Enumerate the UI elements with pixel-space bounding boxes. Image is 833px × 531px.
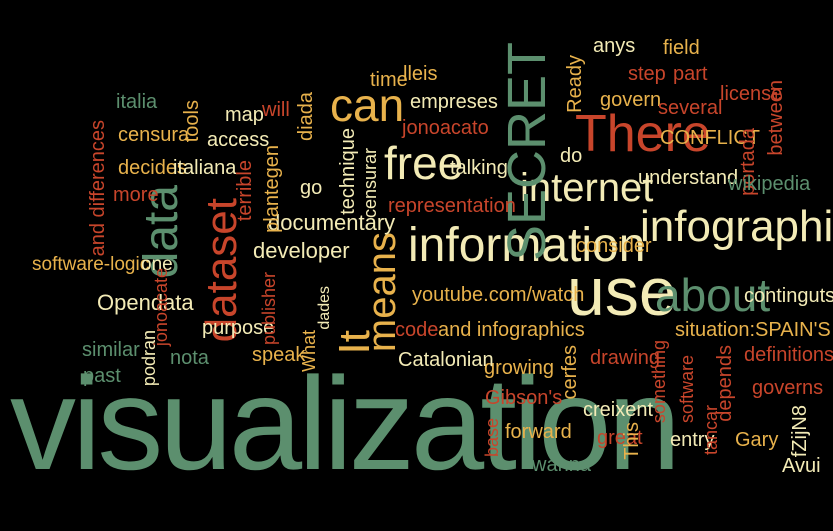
cloud-word: past	[83, 365, 121, 387]
cloud-word: free	[384, 137, 464, 189]
cloud-word: plantegen	[261, 145, 283, 233]
cloud-word: part	[673, 63, 708, 85]
cloud-word: lleis	[403, 63, 438, 85]
cloud-word: Opendata	[97, 290, 194, 315]
cloud-word: nota	[170, 347, 209, 369]
cloud-word: italia	[116, 91, 158, 113]
cloud-word: understand	[638, 167, 739, 189]
cloud-word: growing	[484, 357, 555, 379]
cloud-word: great	[597, 427, 643, 449]
cloud-word: This	[621, 422, 643, 460]
cloud-word: Avui	[782, 455, 821, 477]
cloud-word: anys	[593, 35, 636, 57]
cloud-word: documentary	[268, 210, 396, 235]
cloud-word: time	[370, 69, 408, 91]
cloud-word: license	[720, 83, 783, 105]
cloud-word: several	[658, 97, 723, 119]
cloud-word: definitions	[744, 344, 833, 366]
cloud-word: Ready	[564, 55, 586, 113]
cloud-word: go	[300, 177, 323, 199]
cloud-word: situation:SPAIN'S	[675, 319, 831, 341]
cloud-word: internet	[520, 166, 654, 210]
cloud-word: use	[567, 254, 677, 330]
cloud-word: about	[655, 269, 771, 321]
cloud-word: SECRET	[497, 42, 557, 262]
cloud-word: wanna	[532, 454, 591, 476]
cloud-word: base	[482, 418, 502, 458]
cloud-word: similar	[82, 339, 140, 361]
cloud-word: developer	[253, 238, 350, 263]
cloud-word: cerfes	[559, 345, 581, 400]
cloud-word: forward	[505, 421, 572, 443]
cloud-word: jonoacate	[151, 268, 171, 347]
cloud-word: step	[628, 63, 666, 85]
cloud-word: entry	[670, 429, 715, 451]
cloud-word: continguts	[744, 285, 833, 307]
cloud-word: infographics	[640, 202, 833, 251]
cloud-word: fZijN8	[789, 405, 811, 458]
cloud-word: There	[575, 105, 711, 163]
cloud-word: dades	[316, 286, 333, 330]
cloud-word: What	[299, 330, 319, 373]
cloud-word: will	[262, 99, 290, 121]
cloud-word: censurar	[360, 148, 380, 219]
cloud-word: tools	[181, 100, 203, 143]
cloud-word: publisher	[259, 272, 279, 346]
cloud-word: and infographics	[438, 319, 585, 341]
cloud-word: drawing	[590, 347, 661, 369]
cloud-word: can	[330, 79, 405, 131]
cloud-word: code	[395, 319, 439, 341]
cloud-word: visualization	[10, 350, 681, 497]
cloud-word: map	[225, 104, 264, 126]
cloud-word: technique	[337, 128, 359, 215]
cloud-word: jonoacato	[402, 117, 489, 139]
cloud-word: CONFLICT	[660, 127, 760, 149]
cloud-word: do	[560, 145, 583, 167]
cloud-word: talking	[450, 157, 508, 179]
cloud-word: one	[141, 254, 173, 275]
cloud-word: terrible	[234, 160, 256, 222]
cloud-word: and differences	[87, 120, 109, 257]
cloud-word: information	[408, 219, 646, 272]
cloud-word: speak	[252, 344, 306, 366]
cloud-word: Catalonian	[398, 349, 494, 371]
cloud-word: tancar	[701, 405, 721, 456]
cloud-word: representation	[388, 195, 516, 217]
cloud-word: access	[207, 129, 270, 151]
cloud-word: more	[113, 184, 159, 206]
cloud-word: decides	[118, 157, 187, 179]
cloud-word: empreses	[410, 91, 498, 113]
cloud-word: field	[663, 37, 700, 59]
cloud-word: govern	[600, 89, 662, 111]
cloud-word: software-logic	[32, 254, 150, 275]
cloud-word: diada	[295, 92, 317, 141]
cloud-word: Gary	[735, 429, 779, 451]
cloud-word: consider	[576, 235, 652, 257]
cloud-word: governs	[752, 377, 824, 399]
cloud-word: software	[677, 355, 697, 424]
cloud-word: creixent	[583, 399, 654, 421]
cloud-word: censura	[118, 124, 190, 146]
cloud-word: italiana	[173, 157, 237, 179]
cloud-word: youtube.com/watch	[412, 284, 585, 306]
cloud-word: wikipedia	[728, 173, 811, 195]
cloud-word: between	[765, 80, 787, 156]
cloud-word: purpose	[202, 317, 275, 339]
cloud-word: Gibson's	[485, 387, 563, 409]
